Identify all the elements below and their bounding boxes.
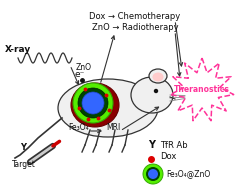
Text: ZnO → Radiotherapy: ZnO → Radiotherapy bbox=[92, 23, 178, 32]
Text: Fe₃O₄@ZnO: Fe₃O₄@ZnO bbox=[166, 170, 210, 178]
Text: Dox: Dox bbox=[160, 152, 176, 161]
Ellipse shape bbox=[58, 79, 158, 137]
Circle shape bbox=[146, 167, 160, 181]
Text: MRI: MRI bbox=[106, 123, 120, 132]
Text: e⁻: e⁻ bbox=[74, 70, 84, 79]
Circle shape bbox=[78, 88, 108, 118]
Ellipse shape bbox=[71, 83, 119, 127]
Text: X-ray: X-ray bbox=[5, 45, 31, 54]
Text: Target: Target bbox=[12, 160, 36, 169]
Ellipse shape bbox=[131, 77, 173, 113]
Text: Theranostics: Theranostics bbox=[174, 85, 230, 94]
Text: ZnO: ZnO bbox=[76, 63, 92, 72]
Ellipse shape bbox=[152, 73, 164, 81]
Circle shape bbox=[82, 92, 104, 114]
Text: Fe₃O₄: Fe₃O₄ bbox=[68, 123, 89, 132]
Text: Y: Y bbox=[20, 143, 26, 152]
Circle shape bbox=[143, 164, 163, 184]
Circle shape bbox=[154, 89, 158, 93]
Ellipse shape bbox=[149, 69, 167, 83]
Circle shape bbox=[148, 169, 158, 179]
Text: Dox → Chemotherapy: Dox → Chemotherapy bbox=[89, 12, 181, 21]
Text: TfR Ab: TfR Ab bbox=[160, 141, 188, 150]
Text: Y: Y bbox=[148, 140, 155, 150]
Circle shape bbox=[73, 83, 113, 123]
